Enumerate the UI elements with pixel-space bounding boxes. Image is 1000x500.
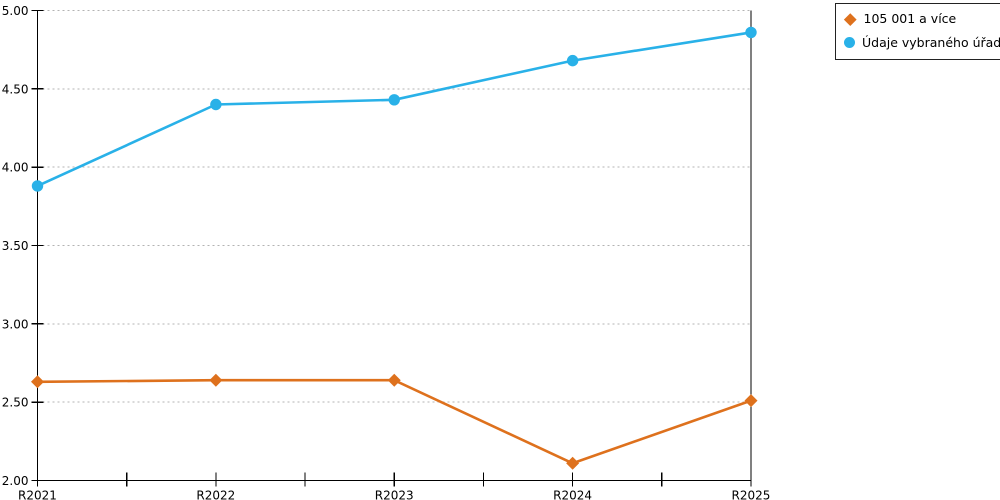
diamond-marker-icon bbox=[844, 12, 857, 25]
y-axis-tick-label: 2.50 bbox=[2, 396, 29, 410]
series-line bbox=[36, 31, 753, 188]
data-point-marker bbox=[566, 456, 580, 470]
data-point-marker bbox=[210, 98, 222, 111]
data-point-marker bbox=[387, 373, 401, 387]
y-axis-tick-label: 3.00 bbox=[2, 317, 29, 331]
x-axis-tick-label: R2021 bbox=[18, 489, 57, 500]
legend-item-105001-a-vice: 105 001 a více bbox=[844, 12, 1000, 26]
y-axis-tick-label: 4.00 bbox=[2, 161, 29, 175]
data-point-marker bbox=[31, 375, 44, 389]
x-axis-tick-label: R2025 bbox=[732, 489, 771, 500]
x-axis-tick-label: R2024 bbox=[553, 489, 592, 500]
data-point-marker bbox=[31, 180, 44, 192]
data-point-marker bbox=[388, 94, 400, 106]
x-axis-tick-label: R2023 bbox=[375, 489, 414, 500]
data-point-marker bbox=[745, 26, 757, 39]
data-point-marker bbox=[209, 373, 223, 387]
y-axis-tick-label: 4.50 bbox=[2, 82, 29, 96]
y-axis-tick-label: 5.00 bbox=[2, 4, 29, 18]
chart-legend: 105 001 a více Údaje vybraného úřadu bbox=[835, 3, 1000, 60]
legend-label: 105 001 a více bbox=[863, 11, 957, 26]
legend-label: Údaje vybraného úřadu bbox=[862, 34, 1000, 50]
circle-marker-icon bbox=[844, 37, 855, 49]
data-point-marker bbox=[566, 54, 579, 67]
legend-item-udaje-vybraneho-uradu: Údaje vybraného úřadu bbox=[844, 34, 1000, 50]
y-axis-tick-label: 3.50 bbox=[2, 239, 29, 253]
data-point-marker bbox=[744, 394, 758, 408]
series-line bbox=[36, 378, 753, 465]
x-axis-tick-label: R2022 bbox=[196, 489, 235, 500]
y-axis-tick-label: 2.00 bbox=[2, 474, 29, 488]
